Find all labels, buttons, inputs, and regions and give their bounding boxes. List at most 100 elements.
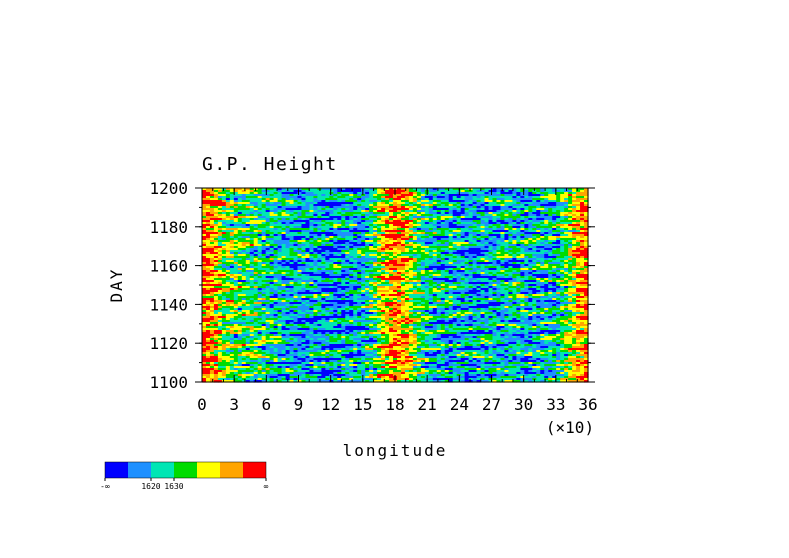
heatmap-cell: [349, 282, 354, 285]
heatmap-cell: [396, 238, 402, 241]
heatmap-cell: [560, 196, 565, 199]
heatmap-cell: [416, 208, 422, 211]
heatmap-cell: [448, 232, 454, 235]
heatmap-cell: [329, 208, 334, 211]
heatmap-cell: [337, 220, 342, 223]
heatmap-cell: [408, 208, 414, 211]
heatmap-cell: [488, 202, 494, 205]
heatmap-cell: [524, 254, 529, 257]
heatmap-cell: [568, 262, 573, 265]
heatmap-cell: [552, 274, 557, 277]
heatmap-cell: [448, 236, 454, 239]
heatmap-cell: [369, 278, 374, 281]
heatmap-cell: [329, 212, 334, 215]
heatmap-cell: [488, 248, 494, 251]
heatmap-cell: [412, 244, 418, 247]
heatmap-cell: [476, 194, 482, 197]
heatmap-cell: [253, 290, 259, 293]
heatmap-cell: [245, 270, 251, 273]
heatmap-cell: [289, 208, 295, 211]
heatmap-cell: [424, 282, 430, 285]
heatmap-cell: [488, 196, 494, 199]
heatmap-cell: [237, 208, 243, 211]
heatmap-cell: [580, 268, 585, 271]
heatmap-cell: [213, 228, 219, 231]
heatmap-cell: [365, 220, 370, 223]
heatmap-cell: [408, 204, 414, 207]
heatmap-cell: [468, 252, 474, 255]
heatmap-cell: [480, 224, 486, 227]
heatmap-cell: [560, 216, 565, 219]
heatmap-cell: [205, 246, 211, 249]
heatmap-cell: [205, 280, 211, 283]
heatmap-cell: [408, 288, 414, 291]
heatmap-cell: [205, 286, 211, 289]
heatmap-cell: [385, 224, 390, 227]
heatmap-cell: [572, 230, 577, 233]
heatmap-cell: [221, 256, 227, 259]
heatmap-cell: [544, 214, 549, 217]
heatmap-cell: [536, 204, 541, 207]
heatmap-cell: [480, 284, 486, 287]
heatmap-cell: [540, 222, 545, 225]
heatmap-cell: [313, 198, 318, 201]
heatmap-cell: [229, 244, 235, 247]
heatmap-cell: [297, 208, 303, 211]
heatmap-cell: [400, 256, 406, 259]
heatmap-cell: [492, 206, 498, 209]
heatmap-cell: [285, 244, 291, 247]
heatmap-cell: [484, 212, 490, 215]
heatmap-cell: [584, 202, 589, 205]
heatmap-cell: [544, 258, 549, 261]
heatmap-cell: [488, 282, 494, 285]
heatmap-cell: [217, 250, 223, 253]
heatmap-cell: [424, 206, 430, 209]
heatmap-cell: [389, 250, 394, 253]
heatmap-cell: [365, 276, 370, 279]
heatmap-cell: [580, 188, 585, 191]
heatmap-cell: [548, 204, 553, 207]
heatmap-cell: [361, 218, 366, 221]
heatmap-cell: [377, 196, 382, 199]
heatmap-cell: [484, 196, 490, 199]
heatmap-cell: [464, 210, 470, 213]
heatmap-cell: [516, 208, 521, 211]
heatmap-cell: [297, 196, 303, 199]
heatmap-cell: [237, 254, 243, 257]
heatmap-cell: [381, 236, 386, 239]
heatmap-cell: [416, 218, 422, 221]
heatmap-cell: [353, 262, 358, 265]
heatmap-cell: [373, 226, 378, 229]
heatmap-cell: [396, 212, 402, 215]
heatmap-cell: [400, 246, 406, 249]
heatmap-cell: [321, 188, 326, 191]
heatmap-cell: [233, 288, 239, 291]
heatmap-cell: [532, 244, 537, 247]
heatmap-cell: [404, 284, 410, 287]
heatmap-cell: [460, 192, 466, 195]
heatmap-cell: [285, 262, 291, 265]
heatmap-cell: [337, 268, 342, 271]
heatmap-cell: [440, 206, 446, 209]
heatmap-cell: [476, 220, 482, 223]
heatmap-cell: [261, 268, 267, 271]
heatmap-cell: [277, 188, 283, 191]
heatmap-cell: [349, 288, 354, 291]
heatmap-cell: [416, 260, 422, 263]
heatmap-cell: [229, 212, 235, 215]
heatmap-cell: [520, 222, 525, 225]
heatmap-cell: [361, 252, 366, 255]
heatmap-cell: [317, 232, 322, 235]
heatmap-cell: [448, 262, 454, 265]
heatmap-cell: [221, 258, 227, 261]
heatmap-cell: [265, 284, 271, 287]
heatmap-cell: [396, 190, 402, 193]
heatmap-cell: [297, 288, 303, 291]
heatmap-cell: [325, 230, 330, 233]
heatmap-cell: [229, 282, 235, 285]
heatmap-cell: [516, 246, 521, 249]
heatmap-cell: [225, 206, 231, 209]
heatmap-cell: [500, 278, 506, 281]
heatmap-cell: [385, 264, 390, 267]
heatmap-cell: [456, 256, 462, 259]
